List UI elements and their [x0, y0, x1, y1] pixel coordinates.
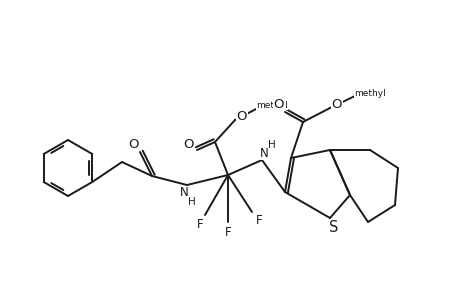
Text: F: F — [255, 214, 262, 227]
Text: H: H — [268, 140, 275, 150]
Text: F: F — [224, 226, 231, 238]
Text: O: O — [129, 137, 139, 151]
Text: O: O — [273, 98, 284, 110]
Text: H: H — [188, 197, 196, 207]
Text: O: O — [331, 98, 341, 110]
Text: O: O — [236, 110, 247, 122]
Text: N: N — [259, 146, 268, 160]
Text: O: O — [183, 137, 194, 151]
Text: N: N — [179, 187, 188, 200]
Text: methyl: methyl — [256, 100, 287, 109]
Text: F: F — [196, 218, 203, 232]
Text: methyl: methyl — [353, 88, 385, 98]
Text: S: S — [329, 220, 338, 236]
